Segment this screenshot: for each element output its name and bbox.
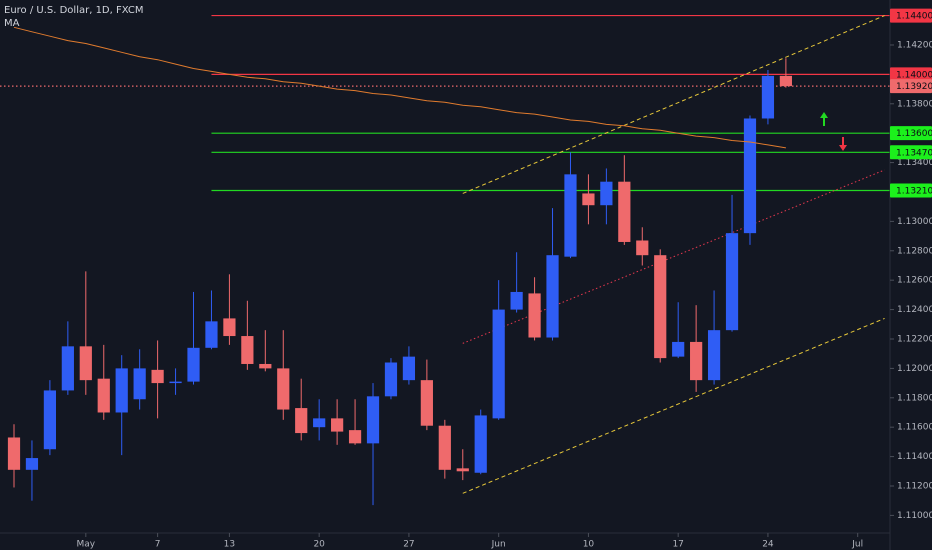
candle-body [295, 408, 308, 434]
candle-body [456, 468, 469, 472]
candle-body [331, 418, 344, 432]
x-tick-label: Jun [491, 540, 506, 550]
price-level-label: 1.13210 [896, 187, 932, 197]
candle-body [151, 369, 164, 384]
x-tick-label: 7 [155, 540, 161, 550]
candle-body [133, 368, 146, 400]
price-level-label: 1.13600 [896, 129, 932, 139]
arrow-down [839, 137, 847, 151]
candle-body [761, 75, 775, 119]
price-level-box [890, 183, 932, 198]
y-tick-label: 1.11800 [897, 393, 932, 403]
price-level-box [890, 126, 932, 141]
x-tick-label: 24 [762, 540, 774, 550]
x-tick-label: 13 [224, 540, 235, 550]
candle-body [115, 368, 128, 413]
price-level-box [890, 67, 932, 82]
y-tick-label: 1.11600 [897, 423, 932, 433]
candle-body [474, 415, 487, 473]
y-tick-label: 1.11000 [897, 511, 932, 521]
candle-body [43, 390, 57, 450]
y-tick-label: 1.12400 [897, 305, 932, 315]
candle-body [169, 381, 182, 384]
price-level-label: 1.14000 [896, 70, 932, 80]
candle-body [672, 341, 685, 357]
trend-line [462, 15, 885, 194]
candle-body [654, 255, 667, 359]
candle-body [277, 368, 290, 410]
candle-body [205, 321, 218, 348]
price-level-box [890, 8, 932, 23]
candle-body [618, 181, 631, 242]
candle-body [223, 318, 236, 337]
y-tick-label: 1.11200 [897, 481, 932, 491]
candle-body [779, 75, 792, 87]
price-level-label: 1.13470 [896, 148, 932, 158]
x-tick-label: 10 [583, 540, 595, 550]
y-tick-label: 1.13000 [897, 217, 932, 227]
candle-body [187, 347, 200, 382]
indicator-legend: MA [4, 18, 20, 29]
price-level-box [890, 79, 932, 94]
candle-body [366, 396, 380, 444]
x-tick-label: 17 [672, 540, 683, 550]
candle-body [546, 255, 559, 338]
candle-body [420, 380, 433, 426]
price-level-label: 1.14400 [896, 12, 932, 22]
candle-body [79, 346, 92, 381]
candle-body [7, 437, 21, 470]
x-tick-label: May [77, 540, 96, 550]
chart-title: Euro / U.S. Dollar, 1D, FXCM [4, 5, 143, 16]
y-tick-label: 1.14200 [897, 40, 932, 50]
arrow-up [820, 112, 828, 126]
x-tick-label: 20 [313, 540, 325, 550]
candle-body [402, 356, 416, 381]
candle-body [25, 458, 39, 470]
x-tick-label: Jul [851, 540, 863, 550]
candle-body [384, 362, 398, 397]
y-tick-label: 1.12000 [897, 364, 932, 374]
y-tick-label: 1.12200 [897, 334, 932, 344]
candle-body [564, 174, 577, 257]
candle-body [61, 346, 74, 391]
y-tick-label: 1.11400 [897, 452, 932, 462]
candle-body [492, 309, 505, 419]
trend-line [462, 317, 885, 494]
y-tick-label: 1.12600 [897, 276, 932, 286]
candle-body [313, 418, 326, 428]
candle-body [438, 425, 451, 470]
candle-body [97, 378, 110, 413]
candle-body [600, 181, 613, 206]
y-tick-label: 1.13800 [897, 99, 932, 109]
candle-body [510, 291, 523, 310]
price-level-box [890, 145, 932, 160]
x-tick-label: 27 [403, 540, 414, 550]
candle-body [707, 330, 721, 381]
candle-body [690, 341, 703, 381]
candle-body [348, 430, 362, 444]
candle-body [582, 193, 595, 206]
candle-body [725, 233, 739, 331]
price-level-label: 1.13920 [896, 82, 932, 92]
candle-body [743, 118, 757, 234]
y-tick-label: 1.12800 [897, 246, 932, 256]
moving-average [13, 26, 786, 149]
candle-body [259, 363, 272, 369]
y-tick-label: 1.13400 [897, 158, 932, 168]
candle-body [636, 240, 649, 256]
candle-body [241, 336, 254, 364]
plot-area [0, 14, 890, 506]
candle-body [528, 293, 541, 338]
